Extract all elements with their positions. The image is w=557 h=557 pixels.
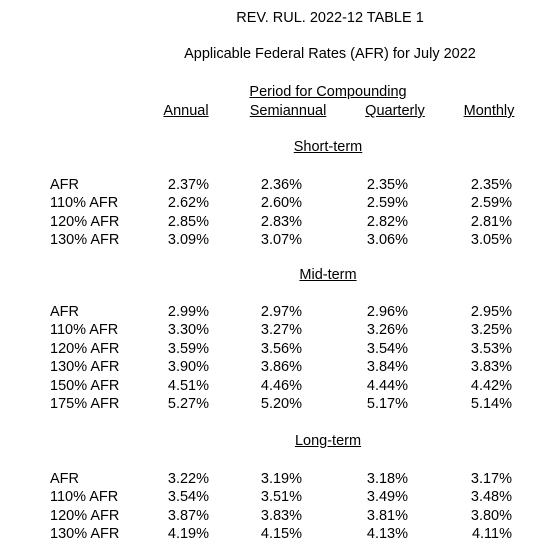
row-label: 110% AFR	[50, 195, 119, 212]
rate-cell: 3.19%	[260, 471, 302, 487]
rate-cell: 3.48%	[470, 489, 512, 506]
rate-cell: 5.14%	[470, 396, 512, 412]
rate-cell: 4.42%	[470, 377, 512, 394]
title: REV. RUL. 2022-12 TABLE 1	[236, 10, 424, 26]
rate-cell: 4.19%	[167, 526, 209, 543]
rate-cell: 3.27%	[260, 322, 302, 339]
row-label: 110% AFR	[50, 489, 119, 506]
rate-cell: 3.17%	[470, 471, 512, 487]
rate-cell: 2.97%	[260, 304, 302, 320]
section-title: Short-term	[293, 139, 363, 155]
rate-cell: 3.54%	[167, 489, 209, 506]
rate-cell: 3.87%	[167, 507, 209, 524]
rate-cell: 5.20%	[260, 396, 302, 412]
row-label: 120% AFR	[50, 507, 120, 524]
row-label: 130% AFR	[50, 232, 120, 249]
rate-cell: 3.90%	[167, 359, 209, 376]
column-header: Quarterly	[365, 103, 425, 119]
row-label: AFR	[50, 471, 79, 487]
column-header: Semiannual	[249, 103, 327, 119]
rate-cell: 3.05%	[470, 232, 512, 249]
rate-cell: 2.82%	[366, 213, 408, 230]
rate-cell: 3.53%	[470, 340, 512, 357]
rate-cell: 3.54%	[366, 340, 408, 357]
rate-cell: 3.30%	[167, 322, 209, 339]
rate-cell: 2.36%	[260, 177, 302, 193]
rate-cell: 3.83%	[470, 359, 512, 376]
rate-cell: 4.13%	[366, 526, 408, 543]
rate-cell: 3.49%	[366, 489, 408, 506]
row-label: 150% AFR	[50, 377, 120, 394]
rate-cell: 5.27%	[167, 396, 209, 412]
rate-cell: 4.15%	[260, 526, 302, 543]
rate-cell: 2.62%	[167, 195, 209, 212]
section-title: Mid-term	[299, 267, 357, 283]
rate-cell: 3.51%	[260, 489, 302, 506]
row-label: 130% AFR	[50, 526, 120, 543]
column-header: Annual	[163, 103, 209, 119]
rate-cell: 2.96%	[366, 304, 408, 320]
row-label: 110% AFR	[50, 322, 119, 339]
rate-cell: 3.25%	[470, 322, 512, 339]
rate-cell: 2.83%	[260, 213, 302, 230]
rate-cell: 2.59%	[470, 195, 512, 212]
rate-cell: 3.86%	[260, 359, 302, 376]
rate-cell: 2.99%	[167, 304, 209, 320]
rate-cell: 3.83%	[260, 507, 302, 524]
rate-cell: 4.51%	[167, 377, 209, 394]
rate-cell: 3.80%	[470, 507, 512, 524]
section-title: Long-term	[294, 433, 362, 449]
rate-cell: 5.17%	[366, 396, 408, 412]
row-label: 130% AFR	[50, 359, 120, 376]
rate-cell: 2.35%	[366, 177, 408, 193]
rate-cell: 3.56%	[260, 340, 302, 357]
rate-cell: 2.85%	[167, 213, 209, 230]
row-label: 175% AFR	[50, 396, 120, 412]
period-header: Period for Compounding	[249, 84, 407, 100]
rate-cell: 3.81%	[366, 507, 408, 524]
rate-cell: 3.06%	[366, 232, 408, 249]
rate-cell: 3.18%	[366, 471, 408, 487]
row-label: 120% AFR	[50, 340, 120, 357]
rate-cell: 4.11%	[471, 526, 512, 543]
rate-cell: 3.07%	[260, 232, 302, 249]
subtitle: Applicable Federal Rates (AFR) for July …	[184, 46, 476, 62]
rate-cell: 3.84%	[366, 359, 408, 376]
column-header: Monthly	[463, 103, 515, 119]
rate-cell: 3.59%	[167, 340, 209, 357]
rate-cell: 2.35%	[470, 177, 512, 193]
row-label: AFR	[50, 177, 79, 193]
rate-cell: 2.81%	[470, 213, 512, 230]
rate-cell: 4.44%	[366, 377, 408, 394]
rate-cell: 2.60%	[260, 195, 302, 212]
rate-cell: 2.59%	[366, 195, 408, 212]
rate-cell: 3.22%	[167, 471, 209, 487]
row-label: 120% AFR	[50, 213, 120, 230]
rate-cell: 3.09%	[167, 232, 209, 249]
rate-cell: 3.26%	[366, 322, 408, 339]
rate-cell: 2.37%	[167, 177, 209, 193]
row-label: AFR	[50, 304, 79, 320]
rate-cell: 2.95%	[470, 304, 512, 320]
rate-cell: 4.46%	[260, 377, 302, 394]
